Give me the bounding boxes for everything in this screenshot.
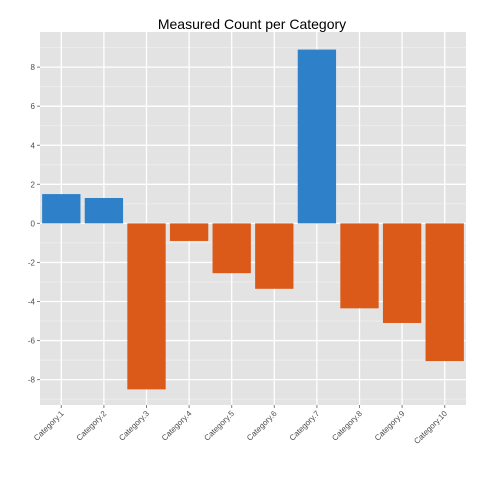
y-tick-label: -2 (28, 258, 36, 267)
x-tick-label: Category.2 (75, 409, 109, 443)
bar-category-4 (169, 223, 209, 241)
bar-category-1 (42, 194, 81, 224)
x-tick-label: Category.8 (330, 409, 364, 443)
x-tick-label: Category.10 (412, 409, 449, 446)
y-tick-label: -4 (28, 297, 36, 306)
bar-category-6 (255, 223, 294, 289)
bar-category-7 (297, 49, 337, 224)
y-tick-label: 4 (31, 141, 36, 150)
x-tick-label: Category.6 (245, 409, 279, 443)
y-tick-label: 8 (31, 63, 36, 72)
y-axis-ticks: -8 -6 -4 -2 0 2 4 6 8 (28, 63, 40, 385)
bar-category-8 (340, 223, 379, 309)
x-axis-labels: Category.1 Category.2 Category.3 Category.4… (32, 405, 449, 446)
bar-category-10 (425, 223, 464, 362)
y-tick-label: 6 (31, 102, 36, 111)
y-tick-label: -6 (28, 337, 36, 346)
bars (42, 49, 464, 390)
x-tick-label: Category.4 (160, 409, 194, 443)
y-tick-label: -8 (28, 376, 36, 385)
grid-lines (40, 32, 466, 405)
bar-category-2 (84, 197, 124, 224)
bar-category-3 (127, 223, 166, 390)
y-tick-label: 0 (31, 219, 36, 228)
x-tick-label: Category.7 (288, 409, 322, 443)
chart-title: Measured Count per Category (158, 16, 346, 32)
y-tick-label: 2 (31, 180, 36, 189)
bar-category-5 (212, 223, 251, 274)
bar-category-9 (382, 223, 422, 323)
x-tick-label: Category.9 (373, 409, 407, 443)
x-tick-label: Category.1 (32, 409, 66, 443)
x-tick-label: Category.3 (117, 409, 151, 443)
x-tick-label: Category.5 (202, 409, 236, 443)
